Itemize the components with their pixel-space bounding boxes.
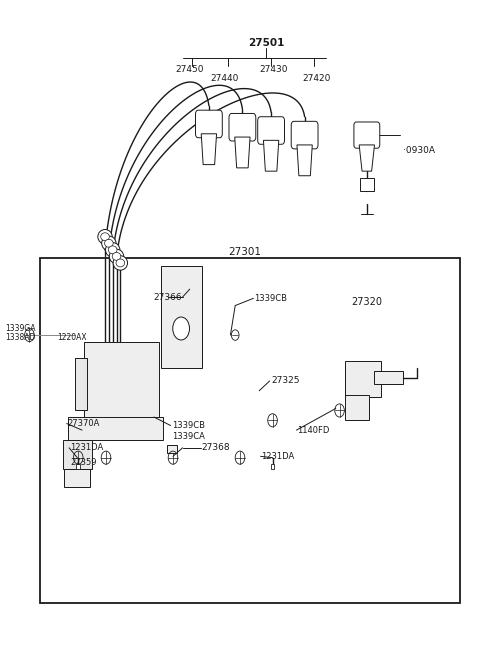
Text: 27368: 27368 bbox=[202, 443, 230, 452]
Text: ·0930A: ·0930A bbox=[403, 146, 435, 154]
Bar bbox=[271, 464, 275, 469]
Text: 27501: 27501 bbox=[248, 38, 285, 49]
Ellipse shape bbox=[105, 239, 113, 247]
Text: 27359: 27359 bbox=[70, 459, 96, 467]
Text: 27370A: 27370A bbox=[68, 419, 100, 428]
Text: 1231DA: 1231DA bbox=[70, 443, 103, 452]
Bar bbox=[360, 177, 374, 191]
Polygon shape bbox=[235, 137, 250, 168]
Ellipse shape bbox=[108, 246, 117, 254]
Polygon shape bbox=[264, 141, 279, 171]
Ellipse shape bbox=[106, 242, 120, 257]
Text: 1220AX: 1220AX bbox=[57, 333, 87, 342]
Polygon shape bbox=[201, 134, 216, 165]
Text: 1339CB: 1339CB bbox=[172, 421, 205, 430]
Polygon shape bbox=[297, 145, 312, 175]
Text: 27420: 27420 bbox=[302, 74, 331, 83]
Ellipse shape bbox=[113, 256, 128, 270]
Text: 27430: 27430 bbox=[259, 65, 288, 74]
Bar bbox=[374, 371, 403, 384]
Bar bbox=[75, 358, 87, 411]
FancyBboxPatch shape bbox=[229, 114, 256, 141]
Bar bbox=[40, 258, 460, 602]
Text: 1339CA: 1339CA bbox=[172, 432, 205, 441]
Bar bbox=[345, 396, 369, 420]
Text: 27366: 27366 bbox=[154, 292, 182, 302]
Bar bbox=[84, 342, 158, 420]
Text: 1338AD: 1338AD bbox=[5, 333, 36, 342]
FancyBboxPatch shape bbox=[354, 122, 380, 148]
Text: 27450: 27450 bbox=[176, 65, 204, 74]
Ellipse shape bbox=[102, 236, 116, 250]
Ellipse shape bbox=[101, 233, 109, 240]
Bar bbox=[76, 464, 80, 469]
FancyBboxPatch shape bbox=[258, 117, 285, 145]
Bar bbox=[161, 266, 202, 368]
Ellipse shape bbox=[109, 249, 124, 263]
Polygon shape bbox=[359, 145, 374, 171]
Text: 1140FD: 1140FD bbox=[298, 426, 330, 435]
Ellipse shape bbox=[98, 229, 112, 244]
Ellipse shape bbox=[116, 259, 125, 267]
Text: 27301: 27301 bbox=[228, 247, 261, 257]
FancyBboxPatch shape bbox=[291, 122, 318, 149]
Bar bbox=[63, 440, 92, 470]
FancyBboxPatch shape bbox=[195, 110, 222, 138]
Ellipse shape bbox=[173, 317, 190, 340]
Bar bbox=[167, 445, 177, 453]
Text: 27320: 27320 bbox=[351, 297, 383, 307]
Bar bbox=[64, 469, 90, 487]
Bar bbox=[345, 361, 381, 397]
Text: 27440: 27440 bbox=[211, 74, 239, 83]
Bar bbox=[68, 417, 163, 440]
Text: 1339GA: 1339GA bbox=[5, 324, 36, 333]
Ellipse shape bbox=[112, 252, 121, 260]
Text: 1231DA: 1231DA bbox=[262, 452, 295, 461]
Text: 1339CB: 1339CB bbox=[254, 294, 288, 303]
Text: 27325: 27325 bbox=[271, 376, 300, 386]
